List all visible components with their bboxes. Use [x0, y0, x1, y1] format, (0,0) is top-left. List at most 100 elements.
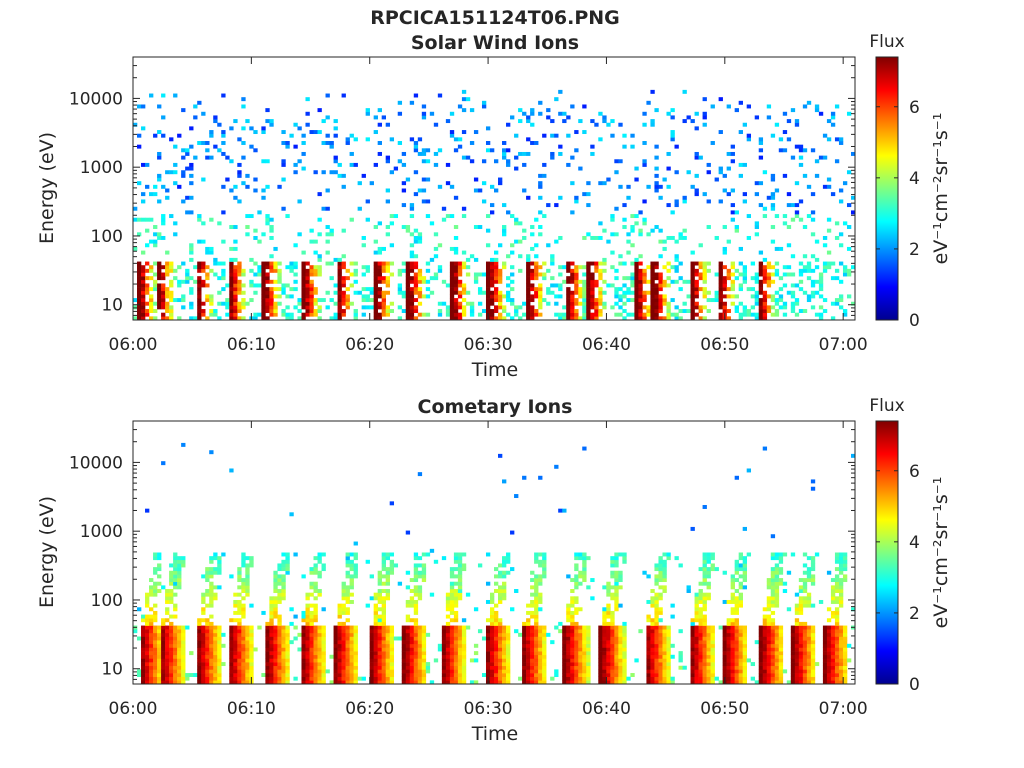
heatmap-cell: [137, 217, 142, 222]
heatmap-cell: [554, 625, 559, 630]
heatmap-cell: [798, 309, 804, 313]
heatmap-cell: [305, 298, 310, 303]
heatmap-cell: [313, 309, 318, 313]
heatmap-cell: [562, 508, 567, 513]
heatmap-cell: [742, 563, 747, 568]
heatmap-cell: [542, 651, 547, 656]
heatmap-cell: [301, 250, 306, 255]
heatmap-cell: [538, 475, 543, 480]
heatmap-cell: [417, 294, 423, 299]
heatmap-cell: [758, 651, 764, 656]
heatmap-cell: [461, 305, 467, 310]
heatmap-cell: [502, 592, 507, 597]
heatmap-cell: [706, 673, 711, 677]
heatmap-cell: [522, 651, 527, 656]
heatmap-cell: [281, 625, 286, 630]
heatmap-cell: [489, 257, 495, 262]
heatmap-cell: [269, 217, 274, 222]
heatmap-cell: [169, 563, 174, 568]
heatmap-cell: [137, 309, 142, 313]
heatmap-cell: [285, 316, 290, 321]
heatmap-cell: [437, 184, 443, 189]
heatmap-cell: [321, 607, 326, 612]
heatmap-cell: [670, 265, 675, 270]
heatmap-cell: [153, 651, 158, 656]
heatmap-cell: [622, 203, 627, 208]
heatmap-cell: [237, 665, 242, 670]
heatmap-cell: [806, 268, 812, 273]
heatmap-cell: [381, 625, 386, 630]
heatmap-cell: [169, 578, 174, 583]
heatmap-cell: [485, 126, 491, 131]
heatmap-cell: [233, 305, 238, 310]
heatmap-cell: [405, 283, 411, 288]
heatmap-cell: [265, 673, 270, 677]
heatmap-cell: [353, 658, 358, 663]
heatmap-cell: [441, 556, 447, 561]
heatmap-cell: [838, 232, 844, 237]
heatmap-cell: [305, 294, 310, 299]
heatmap-cell: [245, 651, 250, 656]
heatmap-cell: [413, 625, 419, 630]
heatmap-cell: [301, 658, 306, 663]
heatmap-cell: [209, 309, 214, 313]
heatmap-cell: [461, 665, 467, 670]
heatmap-cell: [177, 283, 182, 288]
heatmap-cell: [161, 636, 166, 641]
heatmap-cell: [197, 669, 202, 674]
y-tick-label: 1000: [80, 158, 123, 178]
heatmap-cell: [658, 316, 663, 321]
heatmap-cell: [449, 629, 455, 634]
heatmap-cell: [842, 268, 848, 273]
heatmap-cell: [161, 235, 166, 240]
heatmap-cell: [622, 261, 627, 266]
heatmap-cell: [241, 578, 246, 583]
heatmap-cell: [285, 662, 290, 667]
heatmap-cell: [830, 122, 836, 127]
heatmap-cell: [698, 676, 703, 681]
heatmap-cell: [578, 647, 583, 652]
heatmap-cell: [570, 669, 575, 674]
heatmap-cell: [798, 162, 804, 167]
heatmap-cell: [201, 261, 206, 266]
heatmap-cell: [485, 290, 491, 295]
heatmap-cell: [309, 654, 314, 659]
heatmap-cell: [201, 279, 206, 284]
heatmap-cell: [634, 298, 639, 303]
heatmap-cell: [714, 235, 719, 240]
heatmap-cell: [766, 283, 772, 288]
heatmap-cell: [457, 563, 463, 568]
heatmap-cell: [181, 647, 186, 652]
heatmap-cell: [506, 290, 511, 295]
heatmap-cell: [289, 287, 294, 292]
heatmap-cell: [309, 632, 314, 637]
heatmap-cell: [730, 188, 735, 193]
heatmap-cell: [489, 636, 495, 641]
heatmap-cell: [498, 570, 503, 575]
heatmap-cell: [538, 578, 543, 583]
heatmap-cell: [449, 301, 455, 306]
heatmap-cell: [834, 137, 840, 142]
heatmap-cell: [522, 647, 527, 652]
heatmap-cell: [213, 673, 218, 677]
heatmap-cell: [481, 673, 487, 677]
heatmap-cell: [337, 625, 342, 630]
heatmap-cell: [726, 618, 731, 623]
heatmap-cell: [349, 272, 354, 277]
heatmap-cell: [630, 276, 635, 281]
heatmap-cell: [498, 632, 503, 637]
heatmap-cell: [217, 680, 222, 685]
heatmap-cell: [137, 279, 142, 284]
heatmap-cell: [305, 592, 310, 597]
heatmap-cell: [381, 563, 386, 568]
heatmap-cell: [654, 261, 659, 266]
heatmap-cell: [161, 298, 166, 303]
heatmap-cell: [542, 173, 547, 178]
heatmap-cell: [534, 651, 539, 656]
heatmap-cell: [542, 567, 547, 572]
heatmap-cell: [233, 283, 238, 288]
heatmap-cell: [169, 170, 174, 175]
heatmap-cell: [421, 680, 427, 685]
heatmap-cell: [345, 673, 350, 677]
heatmap-cell: [762, 206, 768, 211]
